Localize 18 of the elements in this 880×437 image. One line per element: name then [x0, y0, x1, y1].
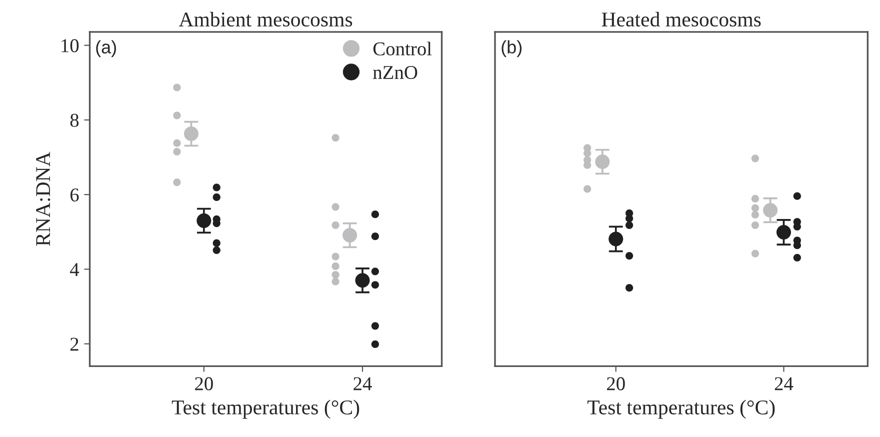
legend-label: nZnO	[373, 66, 418, 80]
y-tick-label: 2	[70, 338, 78, 351]
annotation: (b)	[502, 40, 522, 58]
y-tick-label: 6	[70, 188, 79, 202]
x-tick-label: 24	[354, 377, 372, 390]
y-tick-label: 8	[70, 114, 79, 127]
x-axis-title: Test temperatures (°C)	[172, 400, 360, 419]
x-tick-label: 20	[195, 377, 213, 390]
x-tick-label: 20	[607, 377, 625, 390]
x-axis-title: Test temperatures (°C)	[587, 400, 775, 419]
chart-title: Heated mesocosms	[602, 12, 761, 27]
chart-title: Ambient mesocosms	[178, 12, 352, 27]
y-axis-title: RNA:DNA	[36, 152, 50, 246]
legend-label: Control	[373, 42, 432, 56]
x-tick-label: 24	[774, 377, 794, 390]
y-tick-label: 10	[62, 39, 79, 52]
annotation: (a)	[96, 40, 116, 58]
y-tick-label: 4	[70, 263, 80, 276]
